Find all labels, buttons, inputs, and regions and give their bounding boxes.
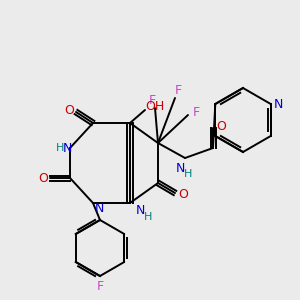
Text: F: F (174, 85, 182, 98)
Text: N: N (135, 205, 145, 218)
Text: N: N (62, 142, 72, 154)
Text: F: F (148, 94, 156, 107)
Text: N: N (94, 202, 104, 214)
Text: OH: OH (146, 100, 165, 113)
Text: O: O (64, 103, 74, 116)
Text: H: H (56, 143, 64, 153)
Text: O: O (178, 188, 188, 202)
Text: N: N (274, 98, 284, 110)
Text: H: H (184, 169, 192, 179)
Text: F: F (192, 106, 200, 118)
Text: N: N (175, 161, 185, 175)
Text: O: O (216, 119, 226, 133)
Text: O: O (38, 172, 48, 184)
Text: H: H (144, 212, 152, 222)
Text: F: F (96, 280, 103, 292)
